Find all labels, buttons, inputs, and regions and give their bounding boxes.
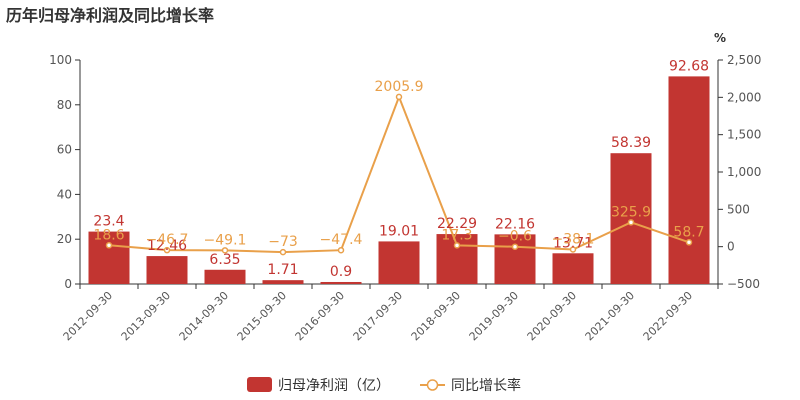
left-tick-label: 20	[57, 232, 72, 246]
x-tick-label: 2012-09-30	[61, 289, 115, 343]
right-tick-label: 0	[727, 240, 735, 254]
growth-data-label: 58.7	[673, 224, 704, 240]
x-tick-label: 2016-09-30	[293, 289, 347, 343]
right-tick-label: 2,000	[727, 90, 761, 104]
right-axis-unit: %	[714, 31, 726, 45]
x-tick-label: 2017-09-30	[351, 289, 405, 343]
growth-point	[685, 239, 693, 246]
bar-data-label: 22.29	[437, 216, 477, 232]
profit-bar	[146, 256, 188, 284]
left-tick-label: 40	[57, 187, 72, 201]
growth-data-label: −0.6	[498, 229, 532, 245]
right-tick-label: 500	[727, 202, 750, 216]
profit-bar	[552, 253, 594, 284]
growth-data-label: −46.7	[146, 232, 189, 248]
bar-data-label: 0.9	[330, 264, 352, 280]
bar-data-label: 1.71	[267, 262, 298, 278]
profit-bar	[88, 231, 130, 284]
left-tick-label: 80	[57, 98, 72, 112]
growth-data-label: 17.3	[441, 227, 472, 243]
bar-data-label: 19.01	[379, 223, 419, 239]
growth-point	[105, 242, 113, 249]
x-tick-label: 2013-09-30	[119, 289, 173, 343]
growth-data-label: 2005.9	[375, 79, 424, 95]
growth-data-label: −47.4	[320, 232, 363, 248]
profit-bar	[262, 280, 304, 284]
profit-bar	[378, 241, 420, 284]
profit-bar	[204, 269, 246, 284]
right-tick-label: −500	[727, 277, 760, 291]
profit-bar	[320, 281, 362, 284]
bar-data-label: 58.39	[611, 135, 651, 151]
profit-bar	[494, 234, 536, 284]
legend-line-label: 同比增长率	[451, 377, 521, 394]
x-tick-label: 2015-09-30	[235, 289, 289, 343]
right-tick-label: 2,500	[727, 53, 761, 67]
bar-data-label: 13.71	[553, 235, 593, 251]
profit-bar	[668, 76, 710, 285]
growth-point	[511, 243, 519, 250]
x-tick-label: 2020-09-30	[525, 289, 579, 343]
right-tick-label: 1,000	[727, 165, 761, 179]
growth-data-label: −73	[268, 234, 298, 250]
growth-point	[395, 93, 403, 101]
growth-data-label: −38.1	[552, 232, 595, 248]
growth-point	[627, 219, 635, 226]
x-tick-label: 2014-09-30	[177, 289, 231, 343]
legend-bar-label: 归母净利润（亿）	[278, 377, 390, 394]
bar-data-label: 92.68	[669, 58, 709, 74]
legend-line-marker	[426, 379, 439, 391]
growth-point	[279, 248, 287, 256]
left-tick-label: 100	[49, 53, 72, 67]
left-tick-label: 60	[57, 143, 72, 157]
growth-data-label: 18.6	[93, 227, 124, 243]
x-tick-label: 2022-09-30	[641, 289, 695, 343]
x-tick-label: 2021-09-30	[583, 289, 637, 343]
x-tick-label: 2019-09-30	[467, 289, 521, 343]
growth-point	[163, 246, 171, 254]
legend-bar-swatch	[247, 377, 272, 392]
growth-point	[337, 246, 345, 254]
growth-data-label: 325.9	[611, 204, 651, 220]
chart-title: 历年归母净利润及同比增长率	[6, 6, 215, 25]
growth-point	[569, 246, 577, 253]
bar-data-label: 12.46	[147, 238, 187, 254]
right-tick-label: 1,500	[727, 128, 761, 142]
x-tick-label: 2018-09-30	[409, 289, 463, 343]
growth-point	[453, 242, 461, 249]
bar-data-label: 23.4	[93, 214, 124, 230]
profit-bar	[610, 153, 652, 284]
growth-point	[221, 247, 229, 254]
left-tick-label: 0	[64, 277, 72, 291]
bar-data-label: 22.16	[495, 216, 535, 232]
growth-data-label: −49.1	[204, 232, 247, 248]
bar-data-label: 6.35	[209, 252, 240, 268]
